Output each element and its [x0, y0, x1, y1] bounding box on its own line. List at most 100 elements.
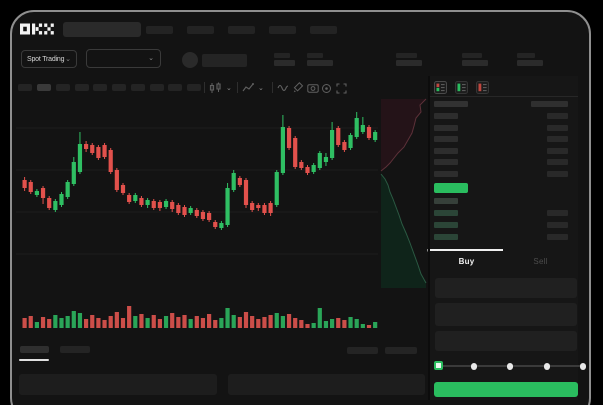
market-type-label: Spot Trading — [27, 55, 65, 63]
timeframe-button[interactable] — [93, 84, 107, 91]
tab-sell[interactable]: Sell — [503, 252, 578, 270]
chart-footer-control[interactable] — [385, 347, 417, 354]
ask-price — [434, 113, 458, 119]
ticker-stat — [396, 53, 422, 66]
draw-tool-button[interactable] — [292, 82, 304, 94]
ticker-stat-value — [517, 60, 543, 66]
indicator-button[interactable]: ⌄ — [242, 82, 264, 94]
active-tab-underline — [19, 359, 49, 361]
wave-icon — [277, 84, 289, 92]
nav-item[interactable] — [228, 26, 255, 34]
pair-selector[interactable]: ⌄ — [86, 49, 161, 68]
bid-row[interactable] — [430, 222, 578, 228]
bottom-panel — [228, 374, 425, 395]
chevron-down-icon: ⌄ — [65, 55, 71, 63]
chart-footer-tab-active[interactable] — [20, 346, 49, 353]
search-bar[interactable] — [63, 22, 141, 37]
ask-price — [434, 171, 458, 177]
ask-row[interactable] — [430, 147, 578, 154]
settings-icon — [322, 84, 331, 93]
slider-dot[interactable] — [470, 363, 478, 370]
slider-dot[interactable] — [579, 363, 587, 370]
slider-handle[interactable] — [434, 361, 443, 370]
bid-price — [434, 222, 458, 228]
camera-icon — [307, 84, 319, 93]
chart-footer-control[interactable] — [347, 347, 378, 354]
toolbar-divider — [204, 82, 205, 93]
ticker-stat — [307, 53, 333, 66]
ask-row[interactable] — [430, 171, 578, 177]
orderbook-separator — [430, 96, 578, 97]
timeframe-button[interactable] — [150, 84, 164, 91]
order-price-field[interactable] — [435, 278, 577, 298]
ask-row[interactable] — [430, 124, 578, 131]
ticker-stat-value — [307, 60, 333, 66]
draw-icon — [293, 82, 304, 93]
ticker-stat-value — [274, 60, 295, 66]
ask-amount — [547, 136, 568, 143]
chart-settings-button[interactable] — [321, 83, 332, 94]
nav-item[interactable] — [146, 26, 173, 34]
ticker-stat-value — [396, 60, 422, 66]
bid-price — [434, 198, 458, 204]
timeframe-button[interactable] — [18, 84, 32, 91]
ask-price — [434, 124, 458, 131]
nav-item[interactable] — [310, 26, 337, 34]
bid-row[interactable] — [430, 210, 578, 216]
ticker-stat-value — [462, 60, 488, 66]
slider-dot[interactable] — [543, 363, 551, 370]
chart-footer-tab[interactable] — [60, 346, 90, 353]
okx-logo-icon — [20, 23, 54, 35]
tab-buy-label: Buy — [458, 256, 475, 266]
slider-dot[interactable] — [506, 363, 514, 370]
chart-style-button[interactable]: ⌄ — [209, 82, 232, 94]
ask-amount — [547, 171, 568, 177]
book-view-combined-button[interactable] — [434, 81, 447, 94]
nav-item[interactable] — [269, 26, 296, 34]
market-type-selector[interactable]: Spot Trading ⌄ — [21, 50, 77, 68]
timeframe-button[interactable] — [37, 84, 51, 91]
book-view-asks-button[interactable] — [476, 81, 489, 94]
ask-row[interactable] — [430, 136, 578, 143]
order-total-field[interactable] — [435, 331, 577, 351]
buy-submit-button[interactable] — [434, 382, 578, 397]
indicator-icon — [242, 83, 254, 92]
tab-sell-label: Sell — [533, 256, 548, 266]
okx-logo[interactable] — [20, 23, 54, 35]
chevron-down-icon: ⌄ — [226, 84, 232, 92]
nav-item[interactable] — [187, 26, 214, 34]
book-bids-icon — [455, 81, 468, 94]
snapshot-button[interactable] — [307, 83, 319, 93]
bid-row[interactable] — [430, 198, 578, 204]
timeframe-button[interactable] — [112, 84, 126, 91]
ticker-stat — [517, 53, 543, 66]
ask-amount — [547, 159, 568, 166]
timeframe-button[interactable] — [131, 84, 145, 91]
wave-tool-button[interactable] — [277, 83, 289, 93]
timeframe-button[interactable] — [168, 84, 182, 91]
timeframe-button[interactable] — [75, 84, 89, 91]
bid-amount — [547, 234, 568, 240]
tab-buy[interactable]: Buy — [430, 252, 503, 270]
order-amount-field[interactable] — [435, 303, 577, 326]
ask-row[interactable] — [430, 159, 578, 166]
fullscreen-button[interactable] — [336, 83, 347, 94]
fullscreen-icon — [336, 83, 347, 94]
bid-amount — [547, 222, 568, 228]
bid-price — [434, 210, 458, 216]
chevron-down-icon: ⌄ — [148, 55, 154, 62]
book-combined-icon — [434, 81, 447, 94]
last-price-bar — [434, 183, 468, 193]
ask-row[interactable] — [430, 113, 578, 119]
ask-amount — [547, 124, 568, 131]
book-view-bids-button[interactable] — [455, 81, 468, 94]
timeframe-button[interactable] — [56, 84, 70, 91]
ask-price — [434, 159, 458, 166]
ticker-stat-label — [307, 53, 323, 58]
ask-price — [434, 136, 458, 143]
timeframe-button[interactable] — [187, 84, 201, 91]
token-icon — [182, 52, 198, 68]
bid-row[interactable] — [430, 234, 578, 240]
ticker-stat-label — [462, 53, 482, 58]
